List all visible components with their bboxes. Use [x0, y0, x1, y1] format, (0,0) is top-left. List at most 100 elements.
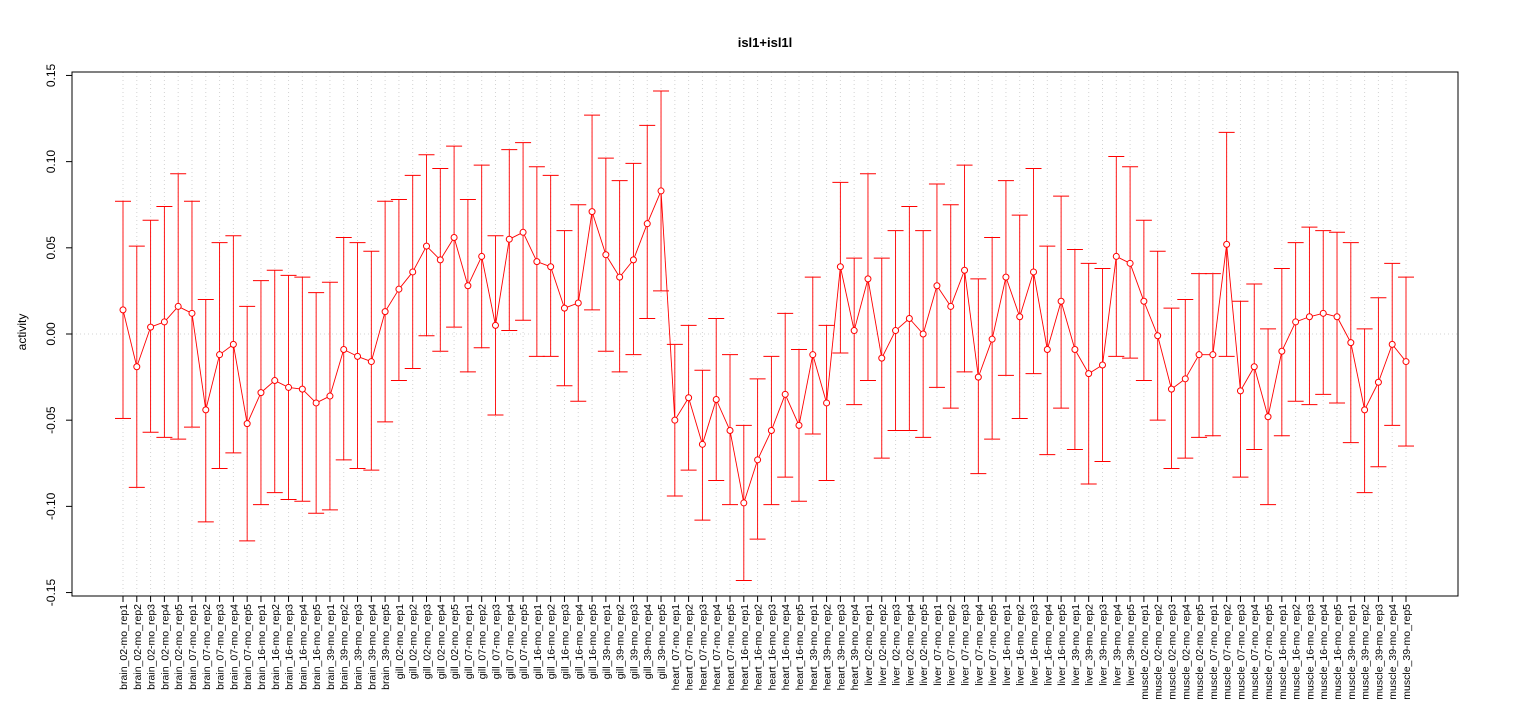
data-point — [1305, 313, 1313, 321]
plot-frame — [71, 71, 1459, 597]
data-point — [602, 251, 610, 259]
data-point — [491, 321, 499, 329]
series-line-segment — [757, 430, 772, 461]
x-tick-label: muscle_39-mo_rep4 — [1387, 604, 1399, 700]
x-tick-label: gill_07-mo_rep5 — [518, 604, 530, 679]
data-point — [160, 318, 168, 326]
series-line-segment — [370, 311, 386, 362]
data-point — [1292, 318, 1300, 326]
series-line-segment — [715, 399, 731, 431]
data-point — [1250, 363, 1258, 371]
x-tick-label: liver_02-mo_rep3 — [891, 604, 903, 686]
data-point — [1126, 259, 1134, 267]
x-tick-label: brain_16-mo_rep5 — [311, 604, 323, 690]
data-point — [1374, 378, 1382, 386]
data-point — [726, 427, 734, 435]
data-point — [671, 416, 679, 424]
series-line-segment — [688, 397, 703, 445]
x-tick-label: muscle_16-mo_rep4 — [1318, 604, 1330, 700]
x-tick-label: muscle_16-mo_rep5 — [1332, 604, 1344, 700]
data-point — [629, 256, 637, 264]
series-line-segment — [1184, 354, 1200, 380]
data-point — [740, 499, 748, 507]
data-point — [574, 299, 582, 307]
x-axis: brain_02-mo_rep1 brain_02-mo_rep2 brain_02… — [118, 596, 1413, 700]
data-point — [588, 208, 596, 216]
x-tick-label: brain_07-mo_rep2 — [201, 604, 213, 690]
data-point — [767, 427, 775, 435]
series-line-segment — [329, 349, 345, 397]
series-line-segment — [674, 397, 690, 421]
series-line-segment — [1212, 244, 1228, 355]
series-line-segment — [481, 256, 496, 326]
series-line-segment — [605, 254, 621, 278]
series-line-segment — [1060, 301, 1076, 350]
data-point — [1057, 297, 1065, 305]
x-tick-label: gill_16-mo_rep5 — [587, 604, 599, 679]
data-point — [643, 220, 651, 228]
data-point — [1098, 361, 1106, 369]
series-line-segment — [881, 330, 896, 359]
data-point — [354, 352, 362, 360]
data-point — [133, 363, 141, 371]
x-tick-label: brain_39-mo_rep2 — [339, 604, 351, 690]
data-point — [1002, 273, 1010, 281]
data-point — [423, 242, 431, 250]
series-line-segment — [1253, 366, 1269, 417]
data-point — [809, 351, 817, 359]
x-tick-label: muscle_16-mo_rep3 — [1304, 604, 1316, 700]
data-point — [878, 354, 886, 362]
data-point — [823, 399, 831, 407]
data-point — [1388, 340, 1396, 348]
series-line-segment — [619, 259, 634, 278]
data-point — [312, 399, 320, 407]
x-tick-label: liver_39-mo_rep1 — [1070, 604, 1082, 686]
x-tick-label: muscle_16-mo_rep1 — [1277, 604, 1289, 700]
data-point — [202, 406, 210, 414]
x-tick-label: liver_39-mo_rep3 — [1097, 604, 1109, 686]
x-tick-label: gill_39-mo_rep5 — [656, 604, 668, 679]
x-tick-label: heart_16-mo_rep5 — [794, 604, 806, 691]
x-tick-label: liver_16-mo_rep4 — [1042, 604, 1054, 686]
data-point — [188, 309, 196, 317]
series-line-segment — [1005, 276, 1021, 317]
series-line-segment — [412, 245, 427, 273]
series-line-segment — [439, 237, 455, 261]
x-tick-label: brain_16-mo_rep3 — [284, 604, 296, 690]
data-point — [271, 377, 279, 385]
series-line-segment — [977, 339, 993, 378]
data-point — [381, 308, 389, 316]
x-tick-label: gill_02-mo_rep1 — [394, 604, 406, 679]
series-line-segment — [633, 223, 648, 261]
data-point — [836, 263, 844, 271]
data-point — [961, 266, 969, 274]
x-tick-label: gill_07-mo_rep4 — [504, 604, 516, 679]
x-tick-label: liver_02-mo_rep2 — [877, 604, 889, 686]
series-line-segment — [660, 190, 676, 421]
y-tick-label: -0.10 — [44, 492, 58, 520]
y-axis: 0.15 0.10 0.05 0.00 -0.05 -0.10 -0.15 — [44, 63, 72, 606]
series-line-segment — [122, 309, 138, 367]
data-point — [685, 394, 693, 402]
data-point — [712, 396, 720, 403]
x-tick-label: liver_39-mo_rep2 — [1084, 604, 1096, 686]
series-line-segment — [1143, 301, 1159, 336]
x-tick-label: brain_02-mo_rep5 — [173, 604, 185, 690]
series-line-segment — [1350, 342, 1366, 410]
x-tick-label: heart_07-mo_rep1 — [670, 604, 682, 691]
x-tick-label: liver_07-mo_rep5 — [987, 604, 999, 686]
data-point — [947, 302, 955, 310]
series-line-segment — [1129, 263, 1145, 302]
series-line-segment — [550, 266, 565, 309]
data-point — [229, 340, 237, 348]
x-tick-label: liver_16-mo_rep2 — [1015, 604, 1027, 686]
x-tick-label: gill_02-mo_rep2 — [408, 604, 420, 679]
x-tick-label: muscle_02-mo_rep3 — [1166, 604, 1178, 700]
data-point — [560, 304, 568, 312]
data-point — [1278, 347, 1286, 355]
data-point — [1319, 309, 1327, 317]
data-point — [533, 258, 541, 266]
x-tick-label: muscle_07-mo_rep5 — [1263, 604, 1275, 700]
x-tick-label: liver_39-mo_rep5 — [1125, 604, 1137, 686]
data-point — [1347, 339, 1355, 347]
